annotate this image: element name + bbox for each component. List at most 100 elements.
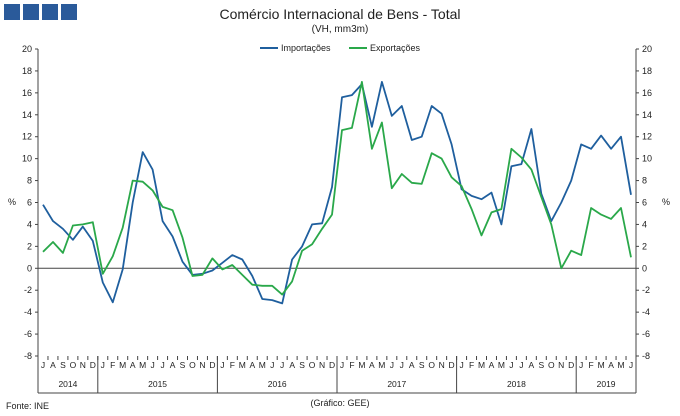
x-tick-label-month: S xyxy=(419,360,425,370)
x-tick-label-month: M xyxy=(598,360,605,370)
chart-lines xyxy=(42,81,632,305)
x-tick-label-month: F xyxy=(349,360,354,370)
x-tick-label-month: O xyxy=(70,360,77,370)
chart-axes: -8 -8 -6 -6 -4 -4 -2 -2 0 0 2 2 4 4 6 6 8 8 10 10 12 12 14 14 16… xyxy=(8,44,670,394)
y-tick-label-right: 6 xyxy=(642,198,647,208)
x-tick-label-month: A xyxy=(130,360,136,370)
x-tick-label-month: S xyxy=(299,360,305,370)
series-line-exportacoes xyxy=(42,81,632,296)
logo-square-1 xyxy=(4,4,20,20)
x-tick-label-month: A xyxy=(409,360,415,370)
y-tick-label-left: 2 xyxy=(27,241,32,251)
x-tick-label-month: O xyxy=(548,360,555,370)
y-tick-label-left: 16 xyxy=(22,88,32,98)
y-tick-label-left: 18 xyxy=(22,66,32,76)
series-line-importacoes xyxy=(42,81,632,305)
y-tick-label-right: -2 xyxy=(642,285,650,295)
x-tick-label-month: M xyxy=(378,360,385,370)
x-tick-label-year: 2015 xyxy=(148,379,167,389)
source-note: Fonte: INE xyxy=(6,401,50,411)
x-tick-label-month: J xyxy=(340,360,344,370)
x-tick-label-month: J xyxy=(41,360,45,370)
x-tick-label-month: M xyxy=(358,360,365,370)
y-tick-label-right: 10 xyxy=(642,154,652,164)
legend-item-importacoes: Importações xyxy=(259,43,331,53)
x-tick-label-month: D xyxy=(449,360,455,370)
y-tick-label-left: 14 xyxy=(22,110,32,120)
x-tick-label-month: S xyxy=(60,360,66,370)
y-tick-label-left: 4 xyxy=(27,219,32,229)
x-tick-label-month: O xyxy=(309,360,316,370)
x-tick-label-month: J xyxy=(390,360,394,370)
x-tick-label-month: M xyxy=(119,360,126,370)
chart-legend: Importações Exportações xyxy=(0,41,680,53)
y-tick-label-left: 0 xyxy=(27,263,32,273)
x-tick-label-month: F xyxy=(230,360,235,370)
x-tick-label-year: 2019 xyxy=(597,379,616,389)
x-tick-label-month: J xyxy=(459,360,463,370)
x-tick-label-month: M xyxy=(478,360,485,370)
y-tick-label-right: -6 xyxy=(642,329,650,339)
y-axis-label-right: % xyxy=(662,197,670,207)
chart-subtitle: (VH, mm3m) xyxy=(311,24,369,35)
x-tick-label-month: D xyxy=(90,360,96,370)
x-tick-label-month: A xyxy=(529,360,535,370)
x-tick-label-year: 2017 xyxy=(387,379,406,389)
x-tick-label-month: A xyxy=(369,360,375,370)
x-tick-label-month: F xyxy=(589,360,594,370)
x-tick-label-month: F xyxy=(110,360,115,370)
y-tick-label-left: -4 xyxy=(24,307,32,317)
x-tick-label-month: A xyxy=(608,360,614,370)
y-tick-label-left: 8 xyxy=(27,176,32,186)
x-tick-label-month: D xyxy=(329,360,335,370)
y-tick-label-right: -4 xyxy=(642,307,650,317)
x-tick-label-month: J xyxy=(629,360,633,370)
x-tick-label-month: D xyxy=(568,360,574,370)
y-tick-label-right: 0 xyxy=(642,263,647,273)
y-axis-label-left: % xyxy=(8,197,16,207)
x-tick-label-month: J xyxy=(220,360,224,370)
x-tick-label-month: N xyxy=(558,360,564,370)
legend-item-exportacoes: Exportações xyxy=(349,43,420,53)
x-tick-label-year: 2014 xyxy=(58,379,77,389)
y-tick-label-right: 14 xyxy=(642,110,652,120)
x-tick-label-month: S xyxy=(538,360,544,370)
x-tick-label-month: M xyxy=(139,360,146,370)
y-tick-label-right: 12 xyxy=(642,132,652,142)
x-tick-label-month: N xyxy=(80,360,86,370)
y-tick-label-left: -6 xyxy=(24,329,32,339)
y-tick-label-left: 10 xyxy=(22,154,32,164)
x-tick-label-month: M xyxy=(498,360,505,370)
x-tick-label-month: J xyxy=(150,360,154,370)
x-tick-label-month: J xyxy=(519,360,523,370)
x-tick-label-month: A xyxy=(289,360,295,370)
x-tick-label-month: F xyxy=(469,360,474,370)
x-tick-label-month: J xyxy=(280,360,284,370)
logo-square-4 xyxy=(61,4,77,20)
y-tick-label-right: -8 xyxy=(642,351,650,361)
x-tick-label-month: A xyxy=(50,360,56,370)
x-tick-label-month: J xyxy=(400,360,404,370)
x-tick-label-month: J xyxy=(160,360,164,370)
y-tick-label-right: 16 xyxy=(642,88,652,98)
y-tick-label-left: 12 xyxy=(22,132,32,142)
logo-square-3 xyxy=(42,4,58,20)
legend-label-importacoes: Importações xyxy=(280,43,331,53)
y-tick-label-left: -8 xyxy=(24,351,32,361)
logo-square-2 xyxy=(23,4,39,20)
chart-title: Comércio Internacional de Bens - Total xyxy=(219,6,461,22)
x-tick-label-month: J xyxy=(509,360,513,370)
credit-note: (Gráfico: GEE) xyxy=(310,398,370,408)
y-tick-label-left: 20 xyxy=(22,44,32,54)
y-tick-label-right: 18 xyxy=(642,66,652,76)
x-tick-label-month: A xyxy=(489,360,495,370)
x-tick-label-month: N xyxy=(319,360,325,370)
x-tick-label-month: J xyxy=(579,360,583,370)
y-tick-label-left: -2 xyxy=(24,285,32,295)
x-tick-label-month: N xyxy=(439,360,445,370)
legend-label-exportacoes: Exportações xyxy=(370,43,421,53)
x-tick-label-month: M xyxy=(259,360,266,370)
x-tick-label-month: J xyxy=(270,360,274,370)
y-tick-label-right: 2 xyxy=(642,241,647,251)
x-tick-label-month: N xyxy=(199,360,205,370)
